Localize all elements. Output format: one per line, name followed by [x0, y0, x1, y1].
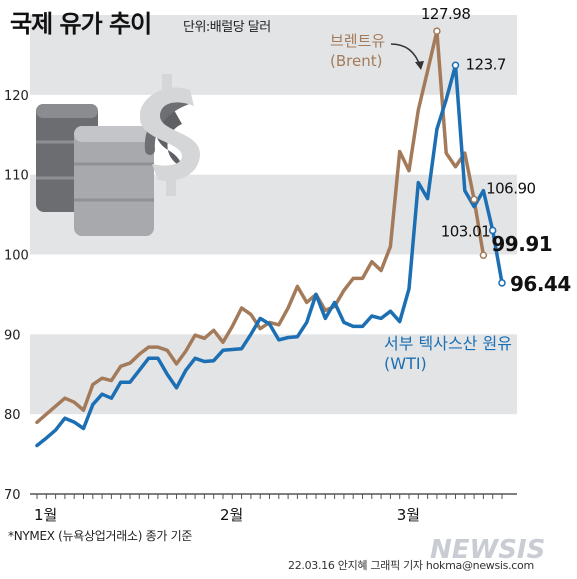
- dollar-sign-icon: [140, 74, 200, 196]
- data-point-marker: [498, 279, 506, 287]
- page-title: 국제 유가 추이: [10, 10, 152, 38]
- y-tick-label: 70: [4, 488, 21, 503]
- y-tick-label: 120: [4, 89, 29, 104]
- y-tick-label: 80: [4, 408, 21, 423]
- data-point-marker: [479, 251, 488, 259]
- oil-barrel-icon: [36, 104, 154, 236]
- unit-label: 단위:배럴당 달러: [183, 20, 271, 35]
- data-label: 106.90: [486, 179, 535, 197]
- data-label: 123.7: [466, 55, 506, 73]
- legend-wti-sub: (WTI): [384, 354, 427, 373]
- x-tick-label: 1월: [34, 506, 57, 524]
- data-label: 96.44: [510, 272, 571, 296]
- data-point-marker: [470, 195, 478, 204]
- wti-series-line: [35, 63, 504, 448]
- y-tick-label: 90: [4, 328, 21, 343]
- series-markers: [433, 27, 506, 287]
- data-point-marker: [488, 226, 497, 235]
- data-label: 103.01: [441, 222, 491, 240]
- legend-wti-name: 서부 텍사스산 원유: [384, 334, 512, 353]
- legend-brent-sub: (Brent): [330, 52, 382, 70]
- data-label: 127.98: [421, 5, 471, 23]
- y-axis-ticks: 70 80 90 100 110 120: [4, 89, 29, 503]
- source-note: *NYMEX (뉴욕상업거래소) 종가 기준: [8, 529, 193, 543]
- data-label: 99.91: [491, 232, 552, 256]
- legend-brent-name: 브렌트유: [330, 32, 385, 50]
- data-labels: 127.98 106.90 99.91 123.7 103.01 96.44: [421, 5, 571, 296]
- grid-band: [30, 334, 517, 415]
- x-tick-label: 3월: [397, 506, 420, 524]
- x-tick-label: 2월: [220, 506, 243, 524]
- x-axis: 1월 2월 3월: [30, 493, 517, 524]
- legend-brent-arrow-head: [415, 61, 424, 70]
- y-tick-label: 100: [4, 249, 29, 264]
- credit-line: 22.03.16 안지혜 그래픽 기자 hokma@newsis.com: [288, 559, 534, 572]
- data-point-marker: [451, 61, 460, 70]
- brent-series-line: [35, 29, 486, 425]
- y-tick-label: 110: [4, 169, 29, 184]
- data-point-marker: [433, 27, 441, 35]
- newsis-watermark: NEWSIS: [430, 535, 546, 565]
